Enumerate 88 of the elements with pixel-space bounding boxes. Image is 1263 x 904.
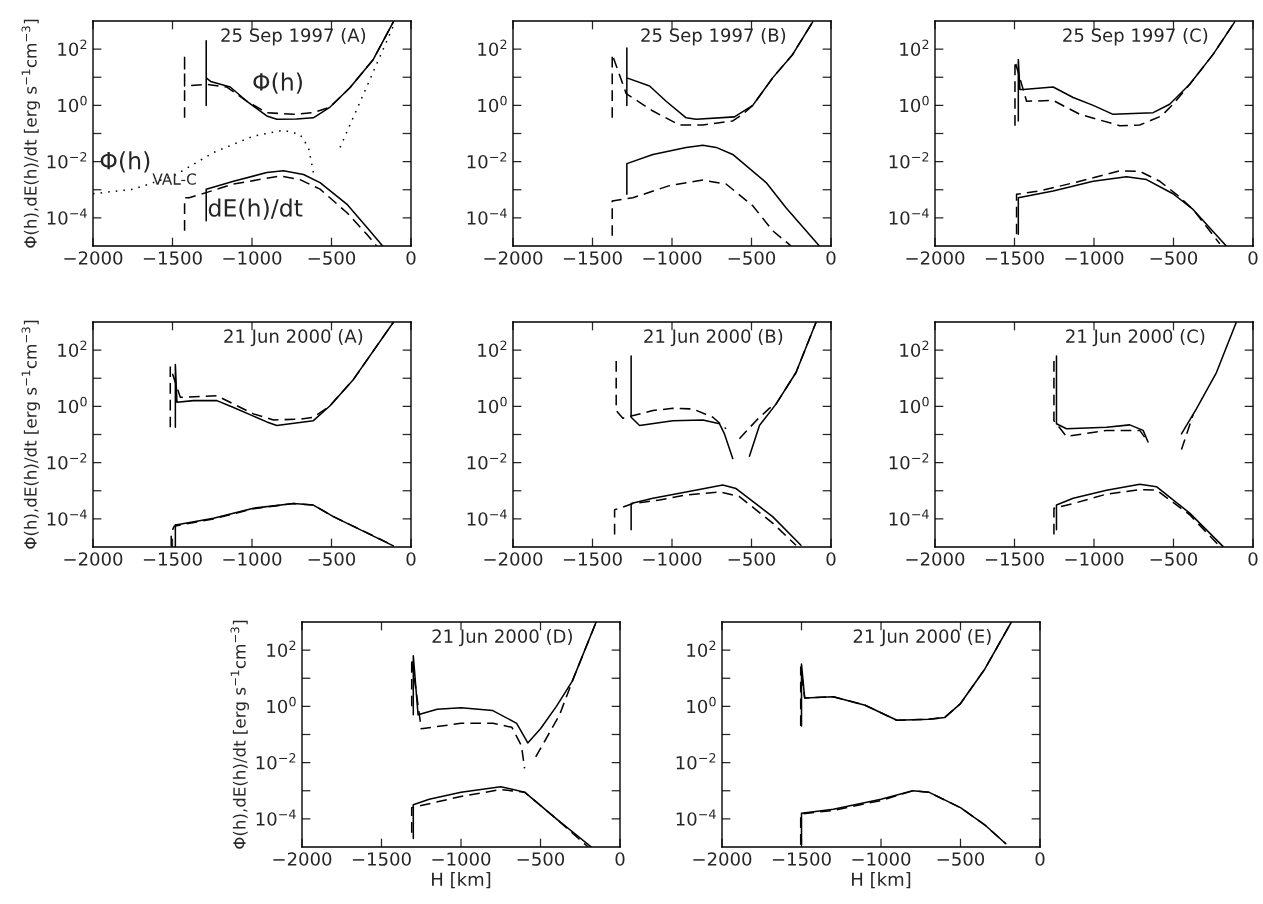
y-tick-label: 10$^{2}$ [687, 640, 716, 658]
y-tick-label: 10$^{−2}$ [47, 453, 87, 470]
y-tick-label: 10$^{0}$ [267, 696, 296, 714]
annotation: dE(h)/dt [208, 198, 303, 220]
chart-title: 25 Sep 1997 (A) [221, 28, 366, 46]
chart-title: 21 Jun 2000 (C) [1066, 329, 1205, 347]
x-tick-label: −2000 [64, 552, 123, 566]
y-axis-title: Φ(h),dE(h)/dt [erg s$^{−1}$cm$^{−3}$] [230, 620, 249, 849]
y-tick-label: 10$^{−4}$ [467, 208, 507, 225]
x-tick-label: −1000 [432, 852, 491, 866]
y-tick-label: 10$^{−2}$ [467, 152, 507, 169]
x-tick-label: −500 [937, 852, 985, 866]
y-tick-label: 10$^{−4}$ [47, 208, 87, 225]
chart-title: 21 Jun 2000 (B) [644, 329, 783, 347]
y-tick-label: 10$^{2}$ [58, 340, 87, 358]
y-tick-label: 10$^{2}$ [900, 340, 929, 358]
chart-title: 25 Sep 1997 (B) [641, 28, 786, 46]
x-tick-label: −1000 [643, 251, 702, 265]
y-tick-label: 10$^{2}$ [58, 39, 87, 57]
y-tick-label: 10$^{0}$ [900, 396, 929, 414]
x-tick-label: −500 [1150, 251, 1198, 265]
x-tick-label: −1500 [143, 552, 202, 566]
x-tick-label: −1500 [352, 852, 411, 866]
x-tick-label: −2000 [906, 251, 965, 265]
annotation: Φ(h)VAL-C [100, 151, 196, 185]
y-tick-label: 10$^{−4}$ [676, 809, 716, 826]
x-tick-label: −500 [308, 552, 356, 566]
y-tick-label: 10$^{2}$ [267, 640, 296, 658]
y-tick-label: 10$^{0}$ [58, 95, 87, 113]
x-tick-label: 0 [406, 251, 416, 265]
x-tick-label: −2000 [64, 251, 123, 265]
y-tick-label: 10$^{2}$ [478, 340, 507, 358]
y-tick-label: 10$^{−2}$ [47, 152, 87, 169]
annotation: Φ(h) [253, 72, 302, 94]
x-tick-label: 0 [826, 251, 836, 265]
x-tick-label: −500 [728, 552, 776, 566]
x-tick-label: −500 [517, 852, 565, 866]
y-tick-label: 10$^{−4}$ [467, 509, 507, 526]
y-tick-label: 10$^{0}$ [58, 396, 87, 414]
x-tick-label: −1000 [223, 251, 282, 265]
chart-title: 25 Sep 1997 (C) [1063, 28, 1208, 46]
x-tick-label: −2000 [693, 852, 752, 866]
x-tick-label: −1500 [563, 251, 622, 265]
y-tick-label: 10$^{2}$ [900, 39, 929, 57]
y-tick-label: 10$^{2}$ [478, 39, 507, 57]
y-tick-label: 10$^{−2}$ [889, 152, 929, 169]
x-tick-label: −1000 [852, 852, 911, 866]
x-tick-label: −1000 [643, 552, 702, 566]
x-tick-label: −1000 [223, 552, 282, 566]
y-axis-title: Φ(h),dE(h)/dt [erg s$^{−1}$cm$^{−3}$] [21, 320, 40, 549]
y-tick-label: 10$^{−2}$ [256, 753, 296, 770]
x-tick-label: −500 [308, 251, 356, 265]
y-axis-title: Φ(h),dE(h)/dt [erg s$^{−1}$cm$^{−3}$] [21, 19, 40, 248]
x-tick-label: −1000 [1065, 552, 1124, 566]
x-tick-label: −500 [1150, 552, 1198, 566]
y-tick-label: 10$^{0}$ [478, 95, 507, 113]
x-tick-label: −2000 [273, 852, 332, 866]
y-tick-label: 10$^{0}$ [478, 396, 507, 414]
x-tick-label: −2000 [906, 552, 965, 566]
y-tick-label: 10$^{−4}$ [47, 509, 87, 526]
x-tick-label: −1000 [1065, 251, 1124, 265]
y-tick-label: 10$^{0}$ [687, 696, 716, 714]
x-axis-title: H [km] [852, 872, 911, 889]
x-tick-label: −1500 [985, 251, 1044, 265]
y-tick-label: 10$^{−4}$ [256, 809, 296, 826]
y-tick-label: 10$^{−2}$ [889, 453, 929, 470]
x-tick-label: 0 [1248, 251, 1258, 265]
chart-title: 21 Jun 2000 (E) [853, 629, 991, 647]
y-tick-label: 10$^{−4}$ [889, 509, 929, 526]
y-tick-label: 10$^{−2}$ [467, 453, 507, 470]
x-tick-label: 0 [615, 852, 625, 866]
x-tick-label: −500 [728, 251, 776, 265]
x-tick-label: −2000 [484, 552, 543, 566]
x-tick-label: 0 [826, 552, 836, 566]
x-tick-label: 0 [1248, 552, 1258, 566]
y-tick-label: 10$^{−4}$ [889, 208, 929, 225]
x-tick-label: −1500 [985, 552, 1044, 566]
x-tick-label: −1500 [143, 251, 202, 265]
x-tick-label: 0 [406, 552, 416, 566]
x-axis-title: H [km] [432, 872, 491, 889]
x-tick-label: 0 [1035, 852, 1045, 866]
x-tick-label: −1500 [563, 552, 622, 566]
chart-title: 21 Jun 2000 (A) [224, 329, 363, 347]
chart-title: 21 Jun 2000 (D) [432, 629, 572, 647]
y-tick-label: 10$^{0}$ [900, 95, 929, 113]
y-tick-label: 10$^{−2}$ [676, 753, 716, 770]
x-tick-label: −1500 [772, 852, 831, 866]
x-tick-label: −2000 [484, 251, 543, 265]
